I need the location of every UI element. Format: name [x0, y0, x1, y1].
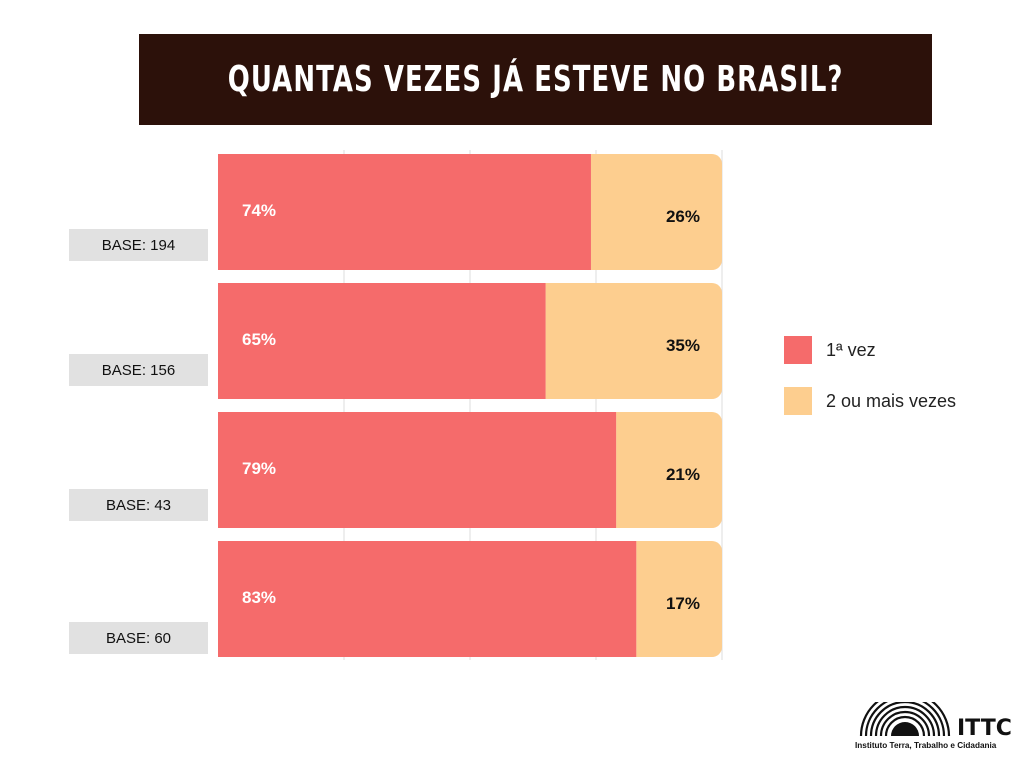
- bar-first-time: [218, 283, 546, 399]
- legend: 1ª vez 2 ou mais vezes: [784, 336, 956, 438]
- legend-label: 1ª vez: [826, 339, 876, 360]
- legend-item-first-time: 1ª vez: [784, 336, 956, 364]
- base-label: BASE: 43: [69, 489, 208, 521]
- data-label-two-or-more: 26%: [666, 207, 700, 226]
- logo-wordmark: ITTC: [957, 716, 1012, 741]
- bar-two-or-more: [636, 541, 722, 657]
- base-label: BASE: 60: [69, 622, 208, 654]
- bar-two-or-more: [590, 154, 722, 270]
- legend-swatch-first-time: [784, 336, 812, 364]
- bar-two-or-more: [545, 283, 722, 399]
- data-label-first-time: 83%: [242, 588, 276, 607]
- title-bar: QUANTAS VEZES JÁ ESTEVE NO BRASIL?: [139, 34, 932, 125]
- data-label-first-time: 79%: [242, 459, 276, 478]
- data-label-first-time: 65%: [242, 330, 276, 349]
- legend-swatch-two-or-more: [784, 387, 812, 415]
- data-label-first-time: 74%: [242, 201, 276, 220]
- bar-first-time: [218, 412, 617, 528]
- data-label-two-or-more: 35%: [666, 336, 700, 355]
- legend-label: 2 ou mais vezes: [826, 390, 957, 411]
- ittc-logo: ITTC Instituto Terra, Trabalho e Cidadan…: [855, 702, 1013, 754]
- bar-first-time: [218, 154, 591, 270]
- base-label: BASE: 156: [69, 354, 208, 386]
- logo-subtitle: Instituto Terra, Trabalho e Cidadania: [855, 741, 997, 750]
- semicircle-stripes-icon: [855, 702, 955, 740]
- data-label-two-or-more: 21%: [666, 465, 700, 484]
- bar-two-or-more: [616, 412, 722, 528]
- legend-item-two-or-more: 2 ou mais vezes: [784, 387, 956, 415]
- chart-title: QUANTAS VEZES JÁ ESTEVE NO BRASIL?: [227, 59, 844, 100]
- base-label: BASE: 194: [69, 229, 208, 261]
- bar-first-time: [218, 541, 637, 657]
- data-label-two-or-more: 17%: [666, 594, 700, 613]
